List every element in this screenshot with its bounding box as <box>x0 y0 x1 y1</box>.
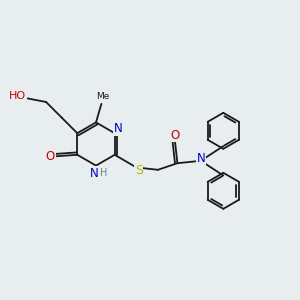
Text: HO: HO <box>9 91 26 101</box>
Text: O: O <box>46 150 55 163</box>
Text: O: O <box>170 128 180 142</box>
Text: N: N <box>114 122 123 135</box>
Text: S: S <box>135 164 143 177</box>
Text: H: H <box>100 168 107 178</box>
Text: N: N <box>90 167 99 180</box>
Text: Me: Me <box>96 92 110 101</box>
Text: N: N <box>197 152 206 165</box>
